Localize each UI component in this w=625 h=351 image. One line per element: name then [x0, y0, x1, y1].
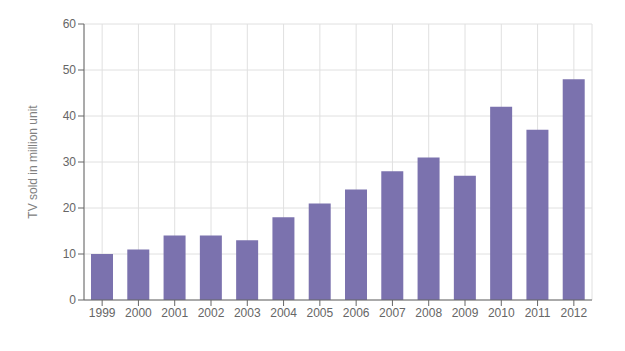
- svg-text:2012: 2012: [561, 306, 588, 320]
- svg-text:10: 10: [63, 247, 77, 261]
- svg-text:0: 0: [69, 293, 76, 307]
- svg-text:2004: 2004: [270, 306, 297, 320]
- svg-text:2010: 2010: [488, 306, 515, 320]
- svg-text:20: 20: [63, 201, 77, 215]
- svg-text:2005: 2005: [307, 306, 334, 320]
- svg-text:1999: 1999: [89, 306, 116, 320]
- svg-text:TV sold in million unit: TV sold in million unit: [26, 105, 40, 219]
- svg-text:60: 60: [63, 17, 77, 31]
- svg-text:2009: 2009: [452, 306, 479, 320]
- svg-text:2001: 2001: [161, 306, 188, 320]
- svg-text:2006: 2006: [343, 306, 370, 320]
- svg-text:2000: 2000: [125, 306, 152, 320]
- svg-text:2003: 2003: [234, 306, 261, 320]
- svg-text:50: 50: [63, 63, 77, 77]
- svg-text:2007: 2007: [379, 306, 406, 320]
- svg-text:2002: 2002: [198, 306, 225, 320]
- svg-text:40: 40: [63, 109, 77, 123]
- svg-text:30: 30: [63, 155, 77, 169]
- svg-text:2008: 2008: [415, 306, 442, 320]
- svg-text:2011: 2011: [525, 306, 551, 320]
